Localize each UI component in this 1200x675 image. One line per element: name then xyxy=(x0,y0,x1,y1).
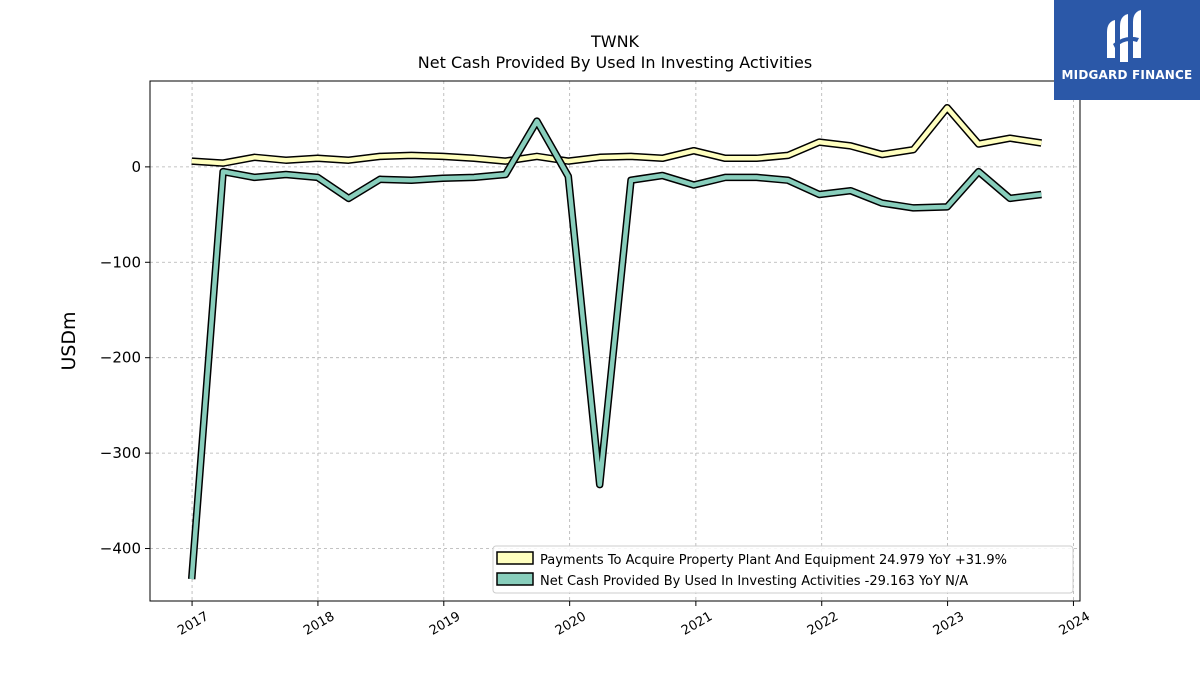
x-tick-label: 2022 xyxy=(805,609,841,639)
y-axis-label: USDm xyxy=(58,311,80,370)
logo-mark-icon xyxy=(1107,10,1141,62)
net-cash-line-outline xyxy=(187,117,1042,580)
x-tick-label: 2017 xyxy=(175,609,211,639)
legend: Payments To Acquire Property Plant And E… xyxy=(492,545,1074,594)
x-tick-label: 2020 xyxy=(553,609,589,639)
payments-line xyxy=(191,103,1042,167)
legend-frame xyxy=(492,545,1074,594)
net-cash-line-stroke xyxy=(189,118,1042,580)
x-tick-label: 2019 xyxy=(427,609,463,639)
chart-title: TWNK xyxy=(590,32,640,51)
legend-swatch-net-cash xyxy=(496,572,534,586)
y-tick-label: 0 xyxy=(131,158,141,176)
payments-line-stroke xyxy=(191,105,1042,166)
plot-frame xyxy=(149,80,1081,602)
y-tick-label: −200 xyxy=(100,349,141,367)
net-cash-line xyxy=(187,117,1042,580)
brand-name: MIDGARD FINANCE xyxy=(1061,68,1193,82)
y-tick-label: −400 xyxy=(100,540,141,558)
y-tick-label: −300 xyxy=(100,444,141,462)
chart-subtitle: Net Cash Provided By Used In Investing A… xyxy=(418,53,812,72)
brand-logo: MIDGARD FINANCE xyxy=(1054,0,1200,100)
legend-label-payments: Payments To Acquire Property Plant And E… xyxy=(540,553,1007,568)
x-tick-label: 2018 xyxy=(301,609,337,639)
x-tick-label: 2021 xyxy=(679,609,715,639)
legend-label-net-cash: Net Cash Provided By Used In Investing A… xyxy=(540,574,968,589)
x-tick-label: 2023 xyxy=(931,609,967,639)
x-tick-label: 2024 xyxy=(1057,609,1093,639)
y-tick-label: −100 xyxy=(100,253,141,271)
series-layer xyxy=(187,103,1042,580)
legend-swatch-payments xyxy=(496,551,534,565)
